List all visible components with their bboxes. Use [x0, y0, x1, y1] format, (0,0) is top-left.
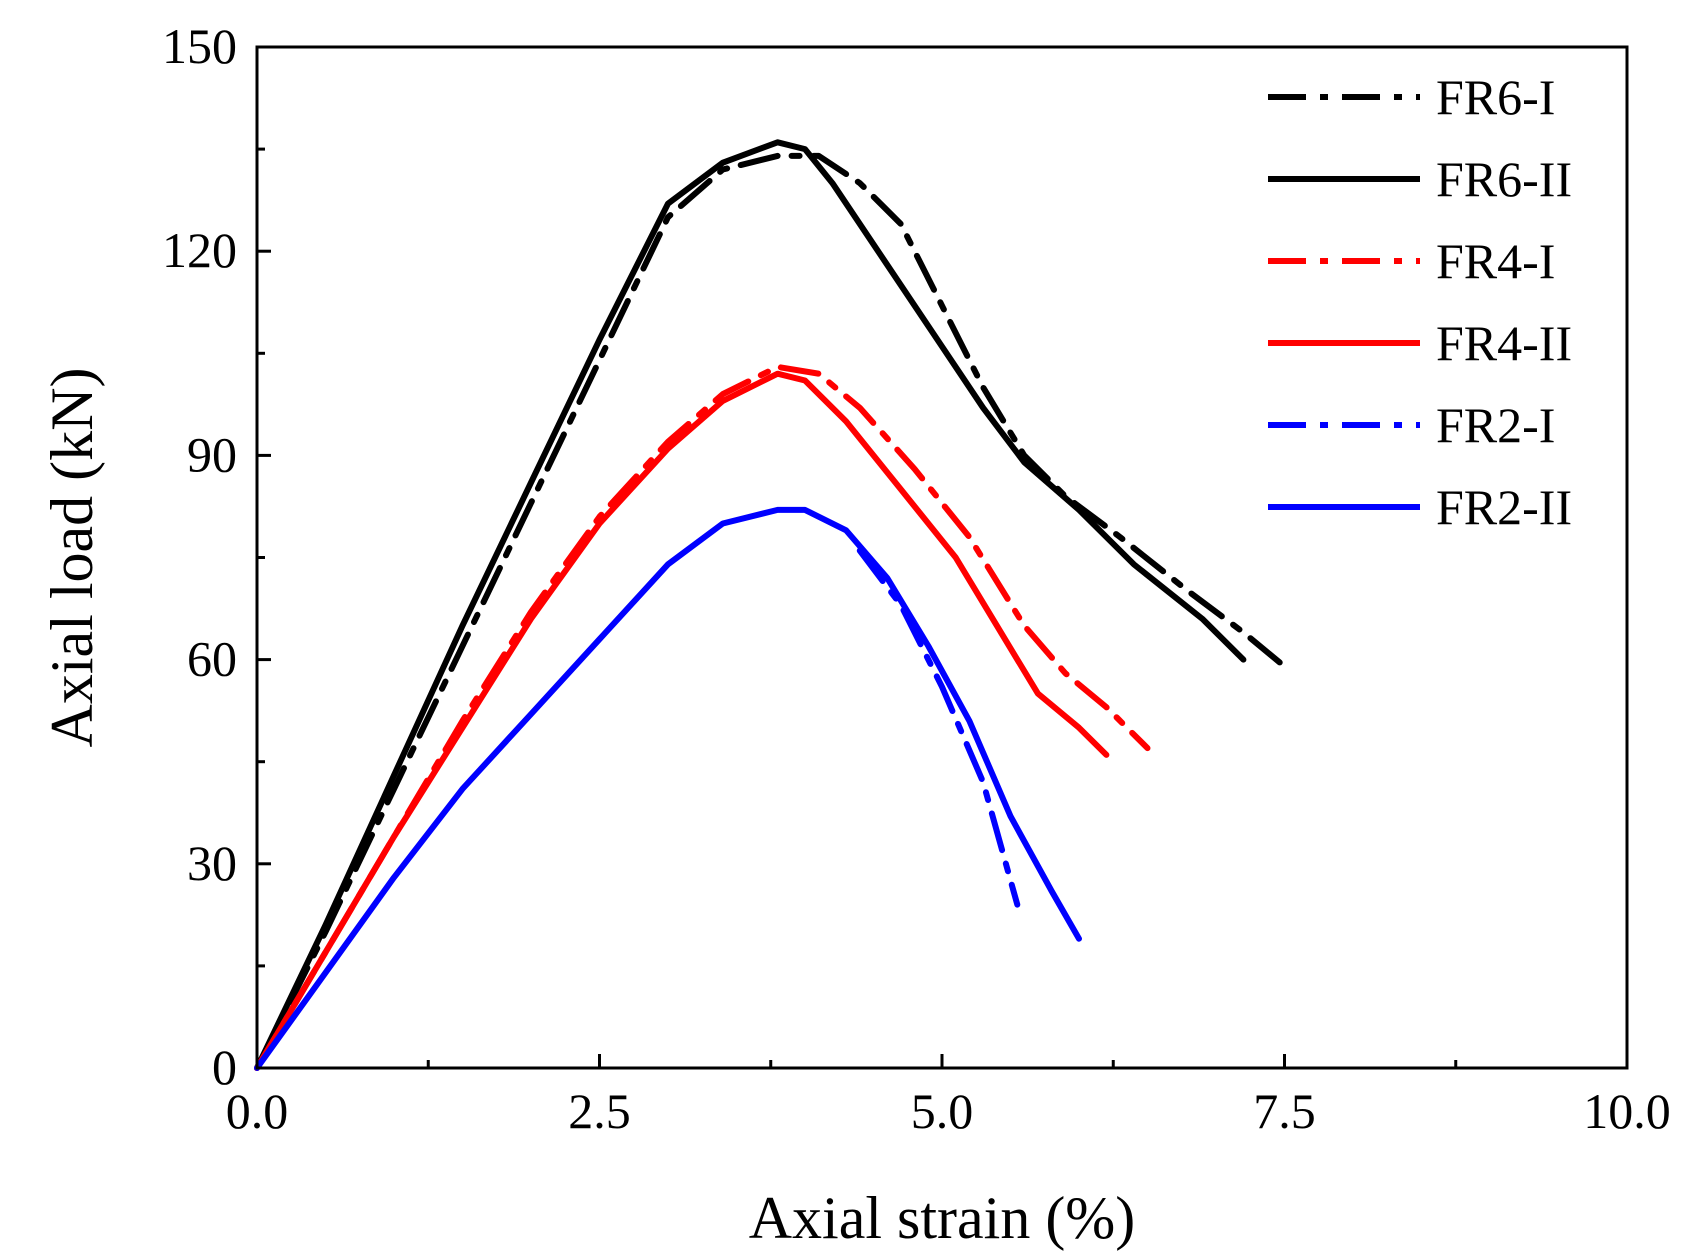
y-tick-label: 0 [212, 1039, 237, 1095]
x-tick-label: 10.0 [1583, 1083, 1671, 1139]
y-tick-label: 60 [187, 631, 237, 687]
plot-frame [255, 45, 1629, 1070]
axes: 0.0 2.5 5.0 7.5 10.0 0 30 60 90 120 150 [162, 18, 1671, 1139]
legend-label: FR6-I [1436, 69, 1555, 125]
legend-item-fr2-ii: FR2-II [1268, 479, 1572, 535]
y-tick-label: 30 [187, 835, 237, 891]
series-line-fr4-i [254, 363, 1151, 1071]
y-axis-title: Axial load (kN) [39, 368, 105, 748]
series-line-fr6-ii [254, 139, 1247, 1071]
legend-label: FR2-II [1436, 479, 1572, 535]
x-tick-label: 0.0 [226, 1083, 289, 1139]
series-line-fr2-ii [254, 506, 1082, 1071]
x-tick-label: 5.0 [911, 1083, 974, 1139]
y-tick-label: 120 [162, 222, 237, 278]
x-axis-title: Axial strain (%) [749, 1185, 1136, 1251]
legend-label: FR4-II [1436, 315, 1572, 371]
legend-item-fr4-ii: FR4-II [1268, 315, 1572, 371]
y-tick-label: 90 [187, 426, 237, 482]
legend-item-fr2-i: FR2-I [1268, 397, 1555, 453]
legend-label: FR6-II [1436, 151, 1572, 207]
legend-label: FR4-I [1436, 233, 1555, 289]
legend: FR6-I FR6-II FR4-I FR4-II FR2-I FR2-II [1268, 69, 1572, 535]
x-tick-label: 7.5 [1253, 1083, 1316, 1139]
series-line-fr4-ii [254, 370, 1110, 1071]
y-tick-label: 150 [162, 18, 237, 74]
x-tick-label: 2.5 [568, 1083, 631, 1139]
series-line-fr6-i [254, 152, 1288, 1071]
legend-item-fr6-ii: FR6-II [1268, 151, 1572, 207]
series-line-fr2-i [856, 547, 1021, 908]
legend-item-fr6-i: FR6-I [1268, 69, 1555, 125]
legend-label: FR2-I [1436, 397, 1555, 453]
legend-item-fr4-i: FR4-I [1268, 233, 1555, 289]
series-layer [254, 139, 1288, 1071]
